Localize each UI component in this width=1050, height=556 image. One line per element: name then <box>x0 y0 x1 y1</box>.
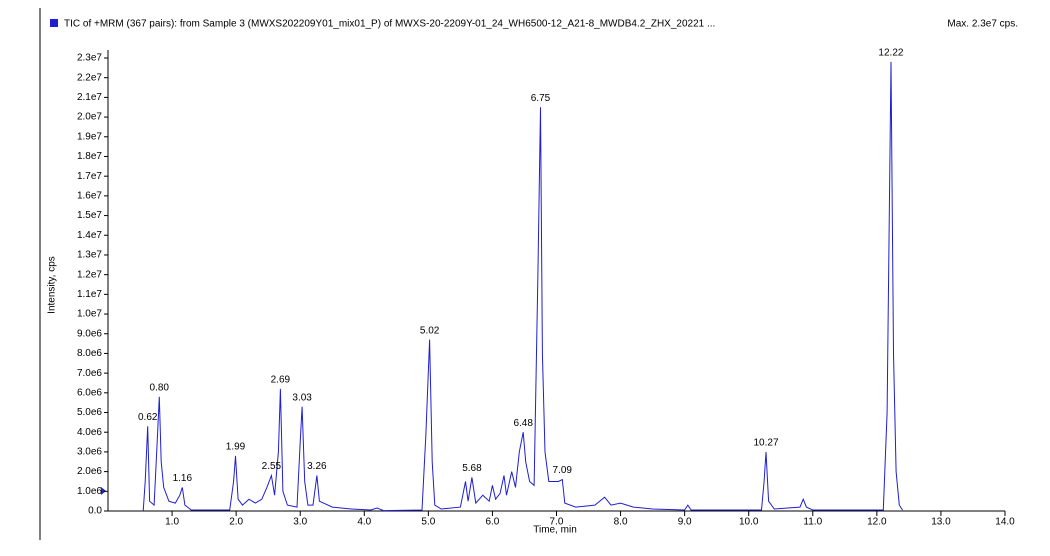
x-tick-label: 13.0 <box>931 517 951 528</box>
y-tick-label: 1.3e7 <box>77 250 102 261</box>
x-tick-label: 2.0 <box>229 517 243 528</box>
x-tick-label: 6.0 <box>485 517 499 528</box>
y-axis-label: Intensity, cps <box>47 256 58 314</box>
x-tick-label: 1.0 <box>165 517 179 528</box>
peak-label: 2.55 <box>262 461 282 472</box>
trace <box>142 61 903 512</box>
y-tick-label: 1.6e7 <box>77 191 102 202</box>
y-tick-label: 9.0e6 <box>77 328 102 339</box>
legend-swatch <box>50 19 58 27</box>
y-tick-label: 6.0e6 <box>77 387 102 398</box>
chart-title: TIC of +MRM (367 pairs): from Sample 3 (… <box>64 19 715 30</box>
peak-label: 2.69 <box>271 375 291 386</box>
y-tick-label: 1.0e7 <box>77 309 102 320</box>
y-tick-label: 1.4e7 <box>77 230 102 241</box>
y-tick-label: 1.2e7 <box>77 269 102 280</box>
x-tick-label: 9.0 <box>678 517 692 528</box>
peak-label: 12.22 <box>878 48 903 59</box>
y-tick-label: 1.0e6 <box>77 486 102 497</box>
peak-label: 3.03 <box>292 392 312 403</box>
y-tick-label: 7.0e6 <box>77 368 102 379</box>
y-tick-label: 2.0e7 <box>77 112 102 123</box>
x-tick-label: 5.0 <box>421 517 435 528</box>
y-tick-label: 2.0e6 <box>77 466 102 477</box>
y-tick-label: 2.3e7 <box>77 53 102 64</box>
peak-label: 0.62 <box>138 412 158 423</box>
y-tick-label: 1.8e7 <box>77 151 102 162</box>
y-tick-label: 1.7e7 <box>77 171 102 182</box>
y-tick-label: 4.0e6 <box>77 427 102 438</box>
y-tick-label: 0.0 <box>88 506 102 517</box>
max-label: Max. 2.3e7 cps. <box>947 19 1018 30</box>
peak-label: 5.02 <box>420 325 440 336</box>
y-tick-label: 8.0e6 <box>77 348 102 359</box>
peak-label: 5.68 <box>462 463 482 474</box>
y-tick-label: 3.0e6 <box>77 447 102 458</box>
peak-label: 3.26 <box>307 461 327 472</box>
y-tick-label: 5.0e6 <box>77 407 102 418</box>
peak-label: 10.27 <box>753 438 778 449</box>
x-axis-label: Time, min <box>533 525 577 536</box>
peak-label: 6.75 <box>531 93 551 104</box>
peak-label: 6.48 <box>513 418 533 429</box>
axis-marker <box>101 487 106 495</box>
y-tick-label: 1.5e7 <box>77 210 102 221</box>
x-tick-label: 10.0 <box>739 517 759 528</box>
x-tick-label: 14.0 <box>995 517 1015 528</box>
y-tick-label: 1.1e7 <box>77 289 102 300</box>
x-tick-label: 8.0 <box>614 517 628 528</box>
y-tick-label: 1.9e7 <box>77 131 102 142</box>
peak-label: 1.16 <box>173 473 193 484</box>
x-tick-label: 3.0 <box>293 517 307 528</box>
y-tick-label: 2.1e7 <box>77 92 102 103</box>
x-tick-label: 12.0 <box>867 517 887 528</box>
x-tick-label: 4.0 <box>357 517 371 528</box>
x-tick-label: 7.0 <box>550 517 564 528</box>
peak-label: 7.09 <box>553 465 573 476</box>
peak-label: 1.99 <box>226 441 246 452</box>
peak-label: 0.80 <box>150 382 170 393</box>
x-tick-label: 11.0 <box>803 517 822 528</box>
y-tick-label: 2.2e7 <box>77 72 102 83</box>
